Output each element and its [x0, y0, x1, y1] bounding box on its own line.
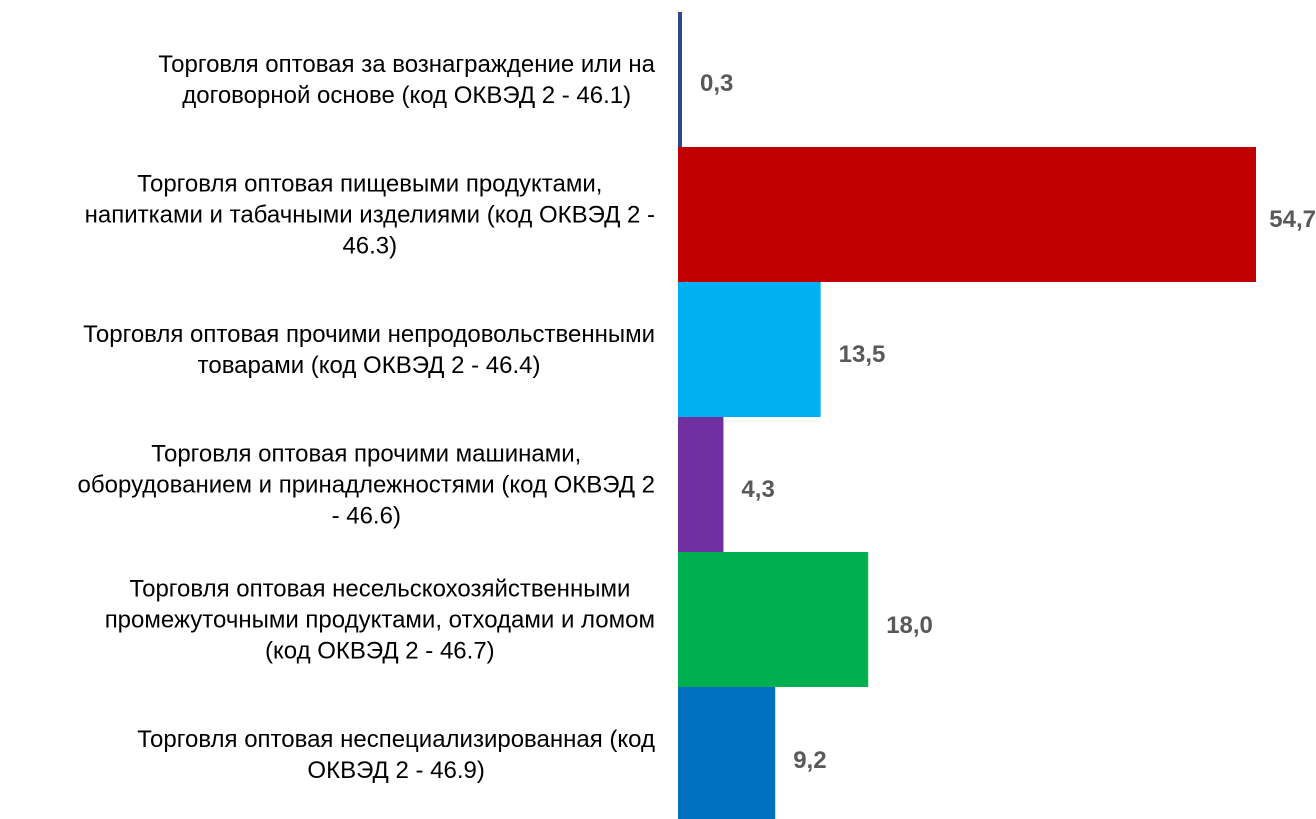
- category-label-3: Торговля оптовая прочими непродовольстве…: [83, 321, 655, 379]
- category-label-1: Торговля оптовая за вознаграждение или н…: [158, 51, 655, 109]
- bars-group: [678, 12, 1256, 819]
- bar-6: [678, 687, 776, 819]
- category-label-line: товарами (код ОКВЭД 2 - 46.4): [198, 352, 541, 379]
- category-label-line: промежуточными продуктами, отходами и ло…: [105, 607, 655, 634]
- category-label-4: Торговля оптовая прочими машинами, оборуд…: [78, 441, 655, 530]
- category-label-line: договорной основе (код ОКВЭД 2 - 46.1): [182, 82, 631, 109]
- bar-1: [678, 12, 682, 147]
- category-labels-group: Торговля оптовая за вознаграждение или н…: [78, 51, 656, 784]
- value-label-3: 13,5: [839, 341, 886, 368]
- category-label-line: Торговля оптовая прочими машинами,: [151, 441, 581, 468]
- category-label-line: Торговля оптовая неспециализированная (к…: [137, 726, 655, 753]
- value-label-2: 54,7: [1269, 206, 1316, 233]
- bar-3: [678, 282, 821, 417]
- value-label-6: 9,2: [793, 747, 826, 774]
- category-label-line: напитками и табачными изделиями (код ОКВ…: [85, 202, 655, 229]
- category-label-6: Торговля оптовая неспециализированная (к…: [137, 726, 655, 784]
- category-label-line: (код ОКВЭД 2 - 46.7): [265, 638, 495, 665]
- value-labels-group: 0,3 54,7 13,5 4,3 18,0 9,2: [700, 70, 1316, 774]
- category-label-line: ОКВЭД 2 - 46.9): [307, 757, 484, 784]
- category-label-line: Торговля оптовая пищевыми продуктами,: [137, 171, 602, 198]
- category-label-5: Торговля оптовая несельскохозяйственными…: [105, 576, 655, 665]
- category-label-line: Торговля оптовая несельскохозяйственными: [129, 576, 630, 603]
- category-label-line: 46.3): [342, 233, 397, 260]
- category-label-line: оборудованием и принадлежностями (код ОК…: [78, 472, 655, 499]
- bar-4: [678, 417, 724, 552]
- category-label-line: - 46.6): [332, 503, 401, 530]
- category-label-2: Торговля оптовая пищевыми продуктами, нап…: [85, 171, 655, 260]
- value-label-1: 0,3: [700, 70, 733, 97]
- category-label-line: Торговля оптовая прочими непродовольстве…: [83, 321, 655, 348]
- value-label-4: 4,3: [741, 476, 774, 503]
- bar-2: [678, 147, 1256, 282]
- bar-5: [678, 552, 869, 687]
- value-label-5: 18,0: [886, 612, 933, 639]
- category-label-line: Торговля оптовая за вознаграждение или н…: [158, 51, 655, 78]
